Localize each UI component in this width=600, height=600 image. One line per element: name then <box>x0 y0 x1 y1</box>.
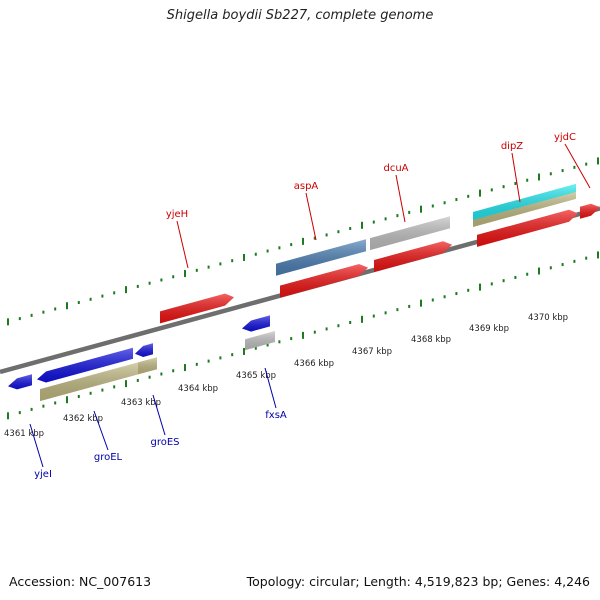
genome-stats-text: Topology: circular; Length: 4,519,823 bp… <box>246 574 590 589</box>
gene-yjeH-shade <box>160 293 234 324</box>
kbp-label: 4364 kbp <box>178 384 218 394</box>
gene-dcuA-shade <box>374 241 452 272</box>
label-dipZ: dipZ <box>501 141 523 152</box>
label-yjeH: yjeH <box>166 209 188 220</box>
map-title: Shigella boydii Sb227, complete genome <box>166 8 434 23</box>
gene-aspA-shade <box>280 264 368 298</box>
leader-aspA <box>305 192 317 241</box>
gene-groES-shade <box>135 343 153 357</box>
track-dipZ-khaki-shade <box>473 190 576 227</box>
leader-groES <box>152 394 166 436</box>
gene-groEL-shade <box>37 347 133 383</box>
label-dcuA: dcuA <box>383 163 408 174</box>
leader-fxsA <box>264 367 277 409</box>
kbp-label: 4363 kbp <box>121 398 161 408</box>
gene-fxsA-shade <box>242 315 270 332</box>
kbp-label: 4369 kbp <box>469 324 509 334</box>
accession-text: Accession: NC_007613 <box>9 574 152 589</box>
leader-groEL <box>93 410 109 451</box>
gene-yjdC-shade <box>580 203 600 219</box>
label-groEL: groEL <box>94 452 123 463</box>
kbp-label: 4366 kbp <box>294 359 334 369</box>
gene-yjeI-shade <box>8 374 32 390</box>
tick-row-lower <box>7 251 599 420</box>
leader-yjeH <box>176 220 189 269</box>
gene-labels: yjeH aspA dcuA dipZ yjdC yjeI groEL groES fxsA <box>29 132 591 480</box>
leader-yjdC <box>564 143 591 189</box>
leader-dipZ <box>511 152 521 203</box>
leader-dcuA <box>395 174 406 223</box>
track-dipZ-cyan-shade <box>473 183 576 220</box>
label-yjeI: yjeI <box>34 469 52 480</box>
track-aspA-steel-shade <box>276 239 366 276</box>
leader-yjeI <box>29 423 44 468</box>
kbp-label: 4368 kbp <box>411 335 451 345</box>
track-groEL-khaki-shade <box>40 362 138 402</box>
feature-tracks <box>8 183 600 402</box>
tick-row-upper <box>7 157 599 326</box>
label-groES: groES <box>150 437 179 448</box>
kbp-label: 4361 kbp <box>4 429 44 439</box>
track-dcuA-gray-shade <box>370 216 450 251</box>
track-fxsA-gray-shade <box>245 331 275 351</box>
kbp-label: 4367 kbp <box>352 347 392 357</box>
kbp-label: 4365 kbp <box>236 371 276 381</box>
kbp-scale-labels: 4361 kbp 4362 kbp 4363 kbp 4364 kbp 4365 kbp… <box>4 313 568 439</box>
kbp-label: 4362 kbp <box>63 414 103 424</box>
track-groES-khaki-shade <box>138 357 157 375</box>
label-fxsA: fxsA <box>265 410 287 421</box>
kbp-label: 4370 kbp <box>528 313 568 323</box>
label-yjdC: yjdC <box>554 132 576 143</box>
label-aspA: aspA <box>294 181 319 192</box>
gene-dipZ-shade <box>477 209 578 247</box>
